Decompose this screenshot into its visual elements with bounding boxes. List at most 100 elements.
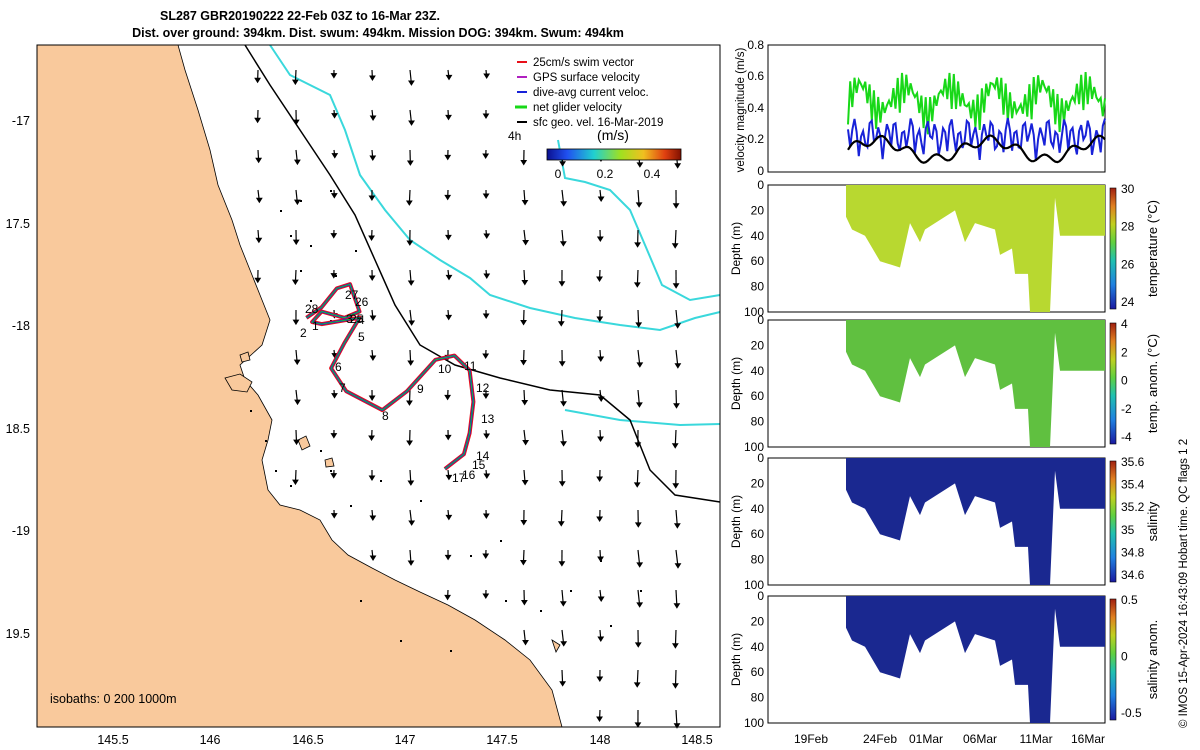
- land-mass: [36, 44, 563, 728]
- depth-tick: 60: [751, 389, 765, 403]
- velocity-arrowhead: [407, 360, 415, 366]
- velocity-arrowhead: [482, 113, 490, 119]
- depth-tick: 0: [757, 589, 764, 603]
- waypoint-labels: 1 2 3 4 5 6 7 8 9 10 11 12 13 14 15 16 1…: [300, 288, 495, 485]
- sal-anom-colorbar: [1109, 598, 1117, 721]
- salinity-clabel: salinity: [1145, 501, 1160, 541]
- reef-dot: [360, 600, 362, 602]
- reef-dot: [330, 470, 332, 472]
- velocity-arrowhead: [520, 600, 528, 606]
- velocity-arrowhead: [596, 716, 603, 722]
- velocity-arrowhead: [368, 435, 375, 441]
- vel-ytick: 0: [757, 164, 764, 178]
- date-tick: 06Mar: [963, 732, 997, 746]
- salinity-heatmap: [846, 458, 1105, 585]
- velocity-arrowhead: [522, 640, 529, 646]
- waypoint-15: 15: [472, 458, 486, 472]
- velocity-arrowhead: [636, 602, 644, 608]
- velocity-arrowhead: [597, 436, 604, 442]
- map-xtick: 148: [590, 733, 611, 747]
- velocity-arrowhead: [482, 353, 490, 359]
- waypoint-25: 25: [350, 312, 364, 326]
- map-ytick: -18: [12, 319, 30, 333]
- depth-tick: 20: [751, 338, 765, 352]
- velocity-arrowhead: [293, 439, 300, 446]
- legend-swim-vector: 25cm/s swim vector: [533, 57, 634, 69]
- velocity-arrowhead: [597, 356, 605, 362]
- waypoint-4: 4: [358, 313, 365, 327]
- velocity-arrowhead: [672, 483, 680, 489]
- timescale-label: 4h: [508, 129, 521, 143]
- reef-dot: [335, 275, 337, 277]
- velocity-arrowhead: [596, 476, 604, 482]
- cbar-tick: 2: [1121, 345, 1128, 359]
- velocity-arrowhead: [672, 683, 679, 689]
- velocity-arrowhead: [445, 474, 453, 481]
- velocity-arrowhead: [482, 153, 490, 159]
- reef-dot: [540, 610, 542, 612]
- velocity-arrowhead: [483, 73, 491, 79]
- waypoint-11: 11: [464, 359, 477, 373]
- velocity-arrowhead: [292, 479, 299, 486]
- temp-anom-heatmap: [846, 320, 1105, 447]
- velocity-arrowhead: [291, 279, 299, 286]
- cbar-tick: 4: [1121, 317, 1128, 331]
- velocity-arrowhead: [407, 280, 415, 286]
- reef-dot: [380, 480, 382, 482]
- reef-dot: [265, 440, 267, 442]
- waypoint-12: 12: [476, 381, 490, 395]
- velocity-arrowhead: [368, 395, 376, 401]
- map-y-ticks: -17 17.5 -18 18.5 -19 19.5: [6, 114, 30, 641]
- waypoint-13: 13: [481, 412, 495, 426]
- reef-dot: [610, 625, 612, 627]
- velocity-arrowhead: [369, 515, 377, 521]
- velocity-arrowhead: [674, 323, 682, 329]
- velocity-arrowhead: [444, 194, 452, 201]
- date-tick: 24Feb: [863, 732, 897, 746]
- velocity-arrowhead: [368, 275, 376, 281]
- velocity-arrowhead: [674, 363, 682, 369]
- reef-dot: [300, 270, 302, 272]
- cbar-tick: 0: [1121, 650, 1128, 664]
- legend-gps-velocity: GPS surface velocity: [533, 72, 640, 84]
- depth-tick: 100: [744, 716, 764, 730]
- cbar-tick: 24: [1121, 295, 1135, 309]
- velocity-arrowhead: [291, 79, 299, 86]
- velocity-arrowhead: [522, 240, 530, 246]
- waypoint-10: 10: [438, 362, 452, 376]
- cbar-tick: 35.4: [1121, 478, 1145, 492]
- date-tick: 01Mar: [909, 732, 943, 746]
- map-xtick: 147: [395, 733, 416, 747]
- velocity-dive-line: [847, 117, 1106, 162]
- velocity-arrowhead: [597, 596, 605, 602]
- cbar-tick: 34.6: [1121, 568, 1145, 582]
- date-axis: 19Feb 24Feb 01Mar 06Mar 11Mar 16Mar: [794, 732, 1105, 746]
- velocity-arrowhead: [634, 442, 642, 448]
- depth-tick: 100: [744, 578, 764, 592]
- velocity-arrowhead: [635, 322, 643, 328]
- waypoint-8: 8: [382, 409, 389, 423]
- velocity-arrowhead: [558, 281, 566, 287]
- velocity-arrowhead: [482, 313, 490, 319]
- velocity-arrowhead: [369, 75, 376, 81]
- velocity-arrowhead: [520, 360, 527, 366]
- map-ytick: 18.5: [6, 422, 30, 436]
- depth-tick: 40: [751, 640, 765, 654]
- waypoint-16: 16: [462, 468, 476, 482]
- velocity-arrowhead: [596, 236, 604, 242]
- velocity-arrowhead: [483, 433, 491, 439]
- depth-tick: 80: [751, 280, 765, 294]
- depth-tick: 20: [751, 476, 765, 490]
- waypoint-27: 27: [345, 288, 359, 302]
- velocity-arrowhead: [293, 359, 301, 366]
- velocity-arrowhead: [482, 513, 490, 519]
- waypoint-26: 26: [355, 295, 369, 309]
- velocity-arrowhead: [368, 235, 375, 241]
- depth-tick: 60: [751, 665, 765, 679]
- velocity-arrowhead: [557, 521, 565, 527]
- legend-dive-avg: dive-avg current veloc.: [533, 87, 649, 99]
- waypoint-3: 3: [346, 312, 353, 326]
- figure-title-line1: SL287 GBR20190222 22-Feb 03Z to 16-Mar 2…: [160, 9, 440, 23]
- velocity-arrowhead: [671, 443, 679, 449]
- velocity-arrowhead: [406, 240, 414, 246]
